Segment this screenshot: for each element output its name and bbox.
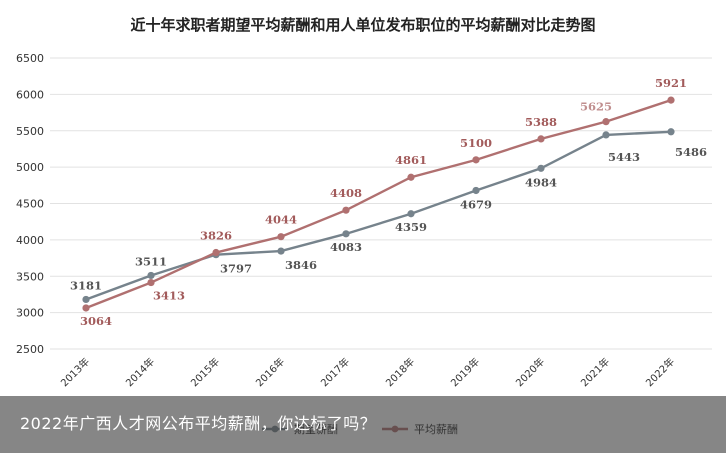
data-label: 3064 [80,314,112,328]
y-tick-label: 3000 [16,307,44,320]
data-point [407,173,415,181]
x-tick-label: 2022年 [643,355,677,389]
x-tick-label: 2021年 [578,355,612,389]
data-point [342,206,350,214]
data-label: 3826 [200,229,232,243]
data-point [212,248,220,257]
x-axis-ticks: 2013年 2014年 2015年 2016年 2017年 2018年 2019年 2020年… [58,355,677,389]
data-label: 3413 [153,289,185,303]
data-label: 4083 [330,240,362,254]
series-line-average [85,98,672,310]
data-label: 4044 [265,213,297,227]
data-point [82,304,90,312]
x-tick-label: 2020年 [513,355,547,389]
data-label: 4984 [525,175,557,189]
data-label: 3181 [70,278,102,292]
series-lines [82,96,675,312]
data-label: 4861 [395,153,427,167]
data-label: 5388 [525,115,557,129]
data-point [277,233,285,241]
caption-overlay: 2022年广西人才网公布平均薪酬，你达标了吗？ [0,396,726,453]
x-tick-label: 2019年 [448,355,482,389]
data-point [407,210,415,218]
data-label: 5486 [675,145,707,159]
y-tick-label: 6000 [16,88,44,101]
data-label: 5100 [460,136,492,150]
x-tick-label: 2014年 [123,355,157,389]
data-labels: 3181 3511 3797 3846 4083 4359 4679 4984 5443 5486… [70,76,707,328]
gridlines [50,57,712,350]
x-tick-label: 2017年 [318,355,352,389]
data-label: 4359 [395,220,427,234]
data-label: 3846 [285,258,317,272]
x-tick-label: 2013年 [58,355,92,389]
data-point [147,278,155,287]
y-tick-label: 4000 [16,234,44,247]
data-point [537,135,545,143]
data-point [277,247,285,255]
y-tick-label: 6500 [16,52,44,65]
data-label: 5921 [655,76,687,90]
data-label: 4408 [330,186,362,200]
data-label: 5625 [580,100,612,114]
data-label: 3797 [220,262,252,276]
y-tick-label: 5500 [16,125,44,138]
data-label: 4679 [460,197,492,211]
y-axis-ticks: 2500 3000 3500 4000 4500 5000 5500 6000 6500 [16,52,44,356]
data-point [667,128,675,136]
data-point [472,186,480,195]
series-line-expected [85,130,672,301]
y-tick-label: 4500 [16,198,44,211]
data-point [82,295,90,304]
y-tick-label: 2500 [16,343,44,356]
y-tick-label: 3500 [16,270,44,283]
data-point [602,118,610,126]
data-point [537,164,545,172]
data-point [602,131,610,139]
caption-text: 2022年广西人才网公布平均薪酬，你达标了吗？ [20,414,377,433]
y-tick-label: 5000 [16,161,44,174]
x-tick-label: 2015年 [188,355,222,389]
data-point [667,96,675,104]
data-label: 5443 [608,150,640,164]
data-label: 3511 [135,254,167,268]
data-point [147,271,155,280]
chart-title: 近十年求职者期望平均薪酬和用人单位发布职位的平均薪酬对比走势图 [130,16,596,34]
data-point [472,156,480,164]
data-point [342,230,350,238]
x-tick-label: 2018年 [383,355,417,389]
x-tick-label: 2016年 [253,355,287,389]
